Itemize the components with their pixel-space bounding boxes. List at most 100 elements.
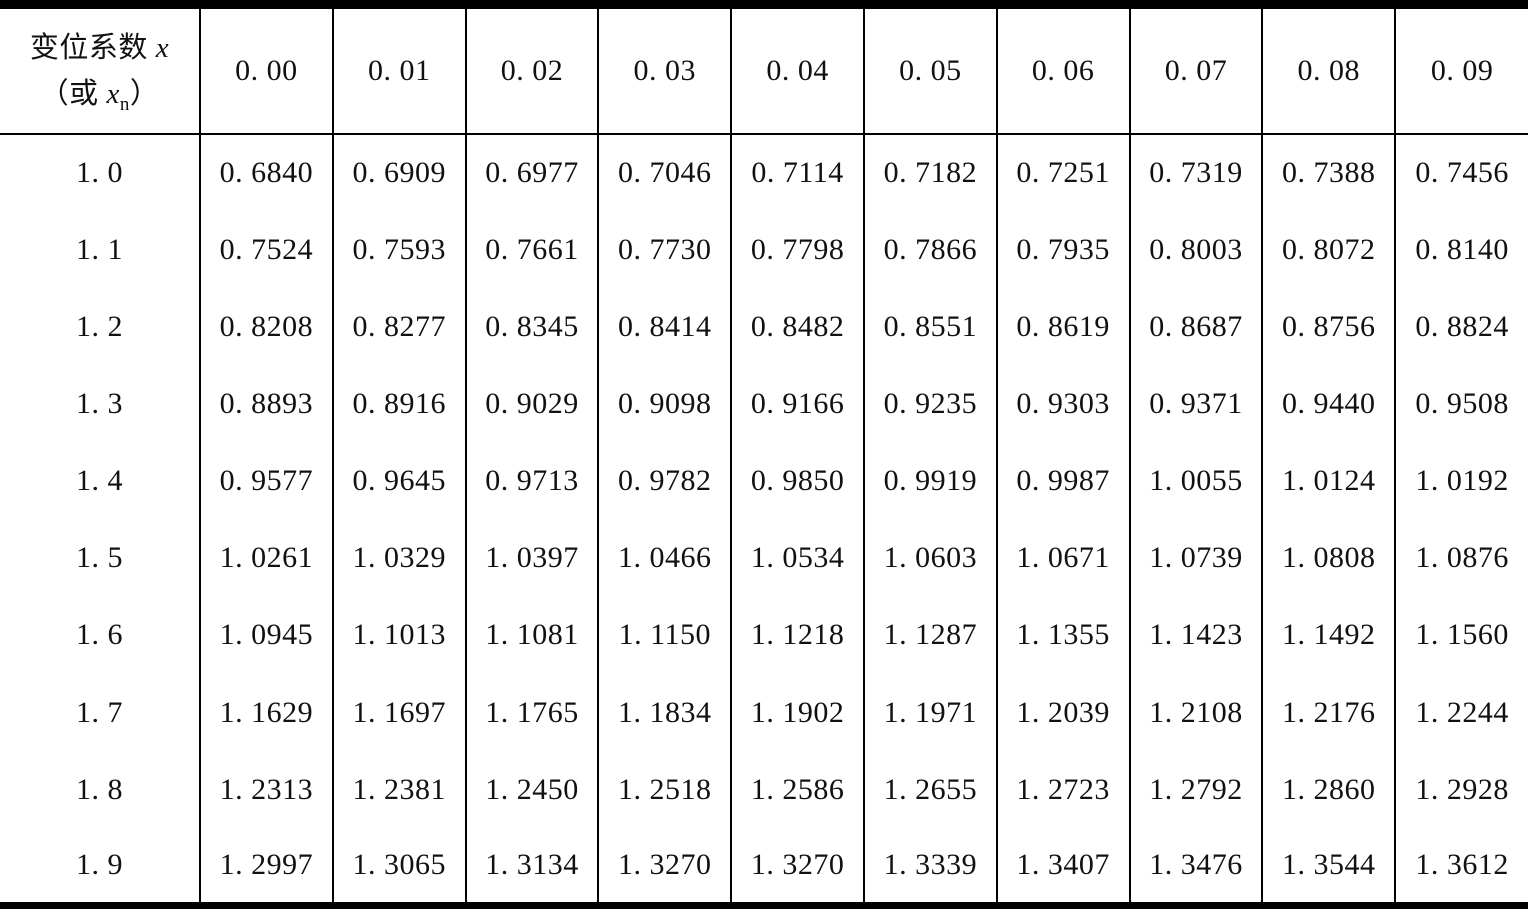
table-cell: 0. 8916 — [331, 365, 467, 443]
column-header: 0. 07 — [1128, 4, 1264, 135]
row-label: 1. 4 — [0, 442, 201, 520]
column-header: 0. 06 — [995, 4, 1131, 135]
corner-paren-open: （或 — [39, 78, 107, 110]
table-cell: 1. 1013 — [331, 596, 467, 674]
table-cell: 1. 2313 — [199, 751, 334, 829]
table-cell: 0. 7866 — [862, 211, 998, 289]
table-cell: 1. 1971 — [862, 673, 998, 752]
table-cell: 0. 9440 — [1261, 365, 1397, 443]
table-cell: 1. 0739 — [1128, 519, 1264, 597]
table-cell: 1. 2381 — [331, 751, 467, 829]
table-cell: 1. 1218 — [730, 596, 865, 674]
table-cell: 1. 3407 — [995, 828, 1131, 906]
table-cell: 0. 8277 — [331, 288, 467, 366]
table-cell: 0. 6840 — [199, 134, 334, 212]
table-cell: 0. 7319 — [1128, 134, 1264, 212]
table-cell: 0. 8003 — [1128, 211, 1264, 289]
table-cell: 1. 1834 — [597, 673, 733, 752]
table-row: 1. 7 1. 1629 1. 1697 1. 1765 1. 1834 1. 1902 1… — [0, 673, 1528, 752]
row-label: 1. 0 — [0, 134, 201, 212]
table-cell: 0. 8619 — [995, 288, 1131, 366]
table-cell: 1. 1560 — [1394, 596, 1528, 674]
row-label: 1. 7 — [0, 673, 201, 752]
column-header: 0. 05 — [862, 4, 998, 135]
table-cell: 1. 1081 — [464, 596, 600, 674]
table-cell: 1. 1629 — [199, 673, 334, 752]
column-header: 0. 04 — [730, 4, 865, 135]
column-header: 0. 08 — [1261, 4, 1397, 135]
table-body: 1. 0 0. 6840 0. 6909 0. 6977 0. 7046 0. 7114 0… — [0, 134, 1528, 906]
column-header: 0. 02 — [464, 4, 600, 135]
table-cell: 1. 3544 — [1261, 828, 1397, 906]
table-cell: 1. 2860 — [1261, 751, 1397, 829]
table-row: 1. 9 1. 2997 1. 3065 1. 3134 1. 3270 1. 3270 1… — [0, 828, 1528, 906]
table-cell: 0. 8687 — [1128, 288, 1264, 366]
row-label: 1. 3 — [0, 365, 201, 443]
table-cell: 0. 8345 — [464, 288, 600, 366]
table-cell: 1. 0466 — [597, 519, 733, 597]
table-cell: 1. 3339 — [862, 828, 998, 906]
table-cell: 0. 8551 — [862, 288, 998, 366]
table-cell: 1. 1287 — [862, 596, 998, 674]
table-cell: 0. 9577 — [199, 442, 334, 520]
table-cell: 1. 3134 — [464, 828, 600, 906]
table-cell: 0. 8482 — [730, 288, 865, 366]
table-row: 1. 4 0. 9577 0. 9645 0. 9713 0. 9782 0. 9850 0… — [0, 442, 1528, 520]
table-cell: 1. 1765 — [464, 673, 600, 752]
table-cell: 1. 2586 — [730, 751, 865, 829]
table-cell: 1. 0671 — [995, 519, 1131, 597]
table-cell: 1. 0876 — [1394, 519, 1528, 597]
table-cell: 0. 7388 — [1261, 134, 1397, 212]
table-cell: 0. 8756 — [1261, 288, 1397, 366]
row-label: 1. 6 — [0, 596, 201, 674]
table-cell: 1. 2655 — [862, 751, 998, 829]
table-cell: 0. 9235 — [862, 365, 998, 443]
table-cell: 0. 9303 — [995, 365, 1131, 443]
table-cell: 1. 0124 — [1261, 442, 1397, 520]
table-cell: 1. 3065 — [331, 828, 467, 906]
row-label: 1. 5 — [0, 519, 201, 597]
table-cell: 0. 7251 — [995, 134, 1131, 212]
table-cell: 1. 0329 — [331, 519, 467, 597]
table-cell: 0. 7661 — [464, 211, 600, 289]
table-header: 变位系数 x （或 xn） 0. 00 0. 01 0. 02 0. 03 0. 04 0… — [0, 4, 1528, 135]
table-cell: 0. 9850 — [730, 442, 865, 520]
table-cell: 1. 1697 — [331, 673, 467, 752]
table-cell: 0. 7046 — [597, 134, 733, 212]
table-cell: 1. 3612 — [1394, 828, 1528, 906]
variable-x: x — [155, 31, 170, 64]
table-row: 1. 2 0. 8208 0. 8277 0. 8345 0. 8414 0. 8482 0… — [0, 288, 1528, 366]
corner-header-cell: 变位系数 x （或 xn） — [0, 4, 201, 135]
table-cell: 0. 9029 — [464, 365, 600, 443]
table-cell: 1. 3270 — [597, 828, 733, 906]
table-cell: 1. 1423 — [1128, 596, 1264, 674]
table-row: 1. 0 0. 6840 0. 6909 0. 6977 0. 7046 0. 7114 0… — [0, 134, 1528, 212]
table-cell: 1. 0192 — [1394, 442, 1528, 520]
table-cell: 1. 1150 — [597, 596, 733, 674]
table-row: 1. 6 1. 0945 1. 1013 1. 1081 1. 1150 1. 1218 1… — [0, 596, 1528, 674]
table-cell: 1. 0397 — [464, 519, 600, 597]
table-cell: 0. 7730 — [597, 211, 733, 289]
table-cell: 1. 2928 — [1394, 751, 1528, 829]
row-label: 1. 1 — [0, 211, 201, 289]
table-cell: 1. 2108 — [1128, 673, 1264, 752]
table-cell: 1. 2244 — [1394, 673, 1528, 752]
row-label: 1. 2 — [0, 288, 201, 366]
table-cell: 0. 9987 — [995, 442, 1131, 520]
table-cell: 1. 3476 — [1128, 828, 1264, 906]
table-cell: 0. 9371 — [1128, 365, 1264, 443]
corner-line2: （或 xn） — [39, 78, 160, 114]
table-cell: 0. 7593 — [331, 211, 467, 289]
corner-line1: 变位系数 x — [30, 32, 169, 64]
table-cell: 1. 2039 — [995, 673, 1131, 752]
corner-paren-close: ） — [129, 78, 160, 110]
table-cell: 0. 8140 — [1394, 211, 1528, 289]
column-header: 0. 01 — [331, 4, 467, 135]
row-label: 1. 8 — [0, 751, 201, 829]
table-cell: 0. 9098 — [597, 365, 733, 443]
table-cell: 1. 0055 — [1128, 442, 1264, 520]
table-cell: 0. 8414 — [597, 288, 733, 366]
table-cell: 1. 0261 — [199, 519, 334, 597]
table-cell: 1. 2997 — [199, 828, 334, 906]
row-label: 1. 9 — [0, 828, 201, 906]
